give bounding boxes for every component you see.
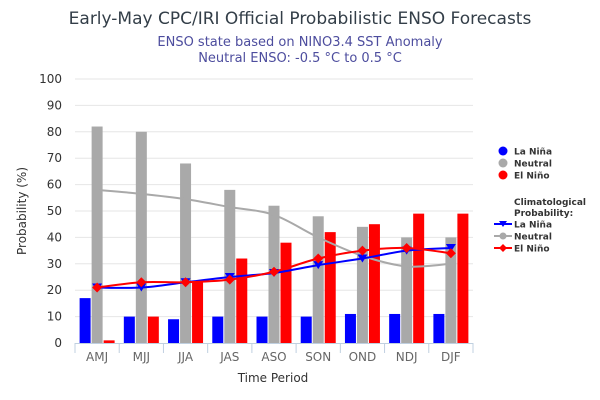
- bar-neutral: [135, 131, 147, 343]
- climatology-marker-la-ni-a: [445, 243, 456, 252]
- y-axis-title: Probability (%): [15, 167, 29, 255]
- y-tick-label: 10: [47, 310, 62, 324]
- bar-el-ni-o: [457, 213, 469, 343]
- y-tick-label: 90: [47, 98, 62, 112]
- legend-climatology-title-line-2: Probability:: [514, 209, 573, 219]
- legend-label: Neutral: [514, 160, 552, 170]
- bar-la-ni-a: [256, 316, 268, 343]
- bar-la-ni-a: [433, 313, 445, 343]
- climatology-marker-el-ni-o: [92, 282, 103, 293]
- y-tick-label: 50: [47, 204, 62, 218]
- x-tick-label: SON: [305, 350, 331, 364]
- bar-neutral: [312, 216, 324, 343]
- climatology-line-neutral: [97, 188, 451, 268]
- bar-neutral: [224, 189, 236, 343]
- x-tick-label: MJJ: [133, 350, 150, 364]
- legend-climatology-title-line-1: Climatological: [514, 198, 586, 208]
- bar-la-ni-a: [300, 316, 312, 343]
- x-tick-label: JJA: [177, 350, 194, 364]
- climatology-marker-la-ni-a: [136, 283, 147, 292]
- bar-la-ni-a: [168, 319, 180, 343]
- y-tick-label: 60: [47, 178, 62, 192]
- x-tick-label: DJF: [441, 350, 461, 364]
- climatology-marker-el-ni-o: [445, 248, 456, 259]
- legend-climatology-label: Neutral: [514, 233, 552, 243]
- y-axis-ticks: 0 10 20 30 40 50 60 70 80 90 100: [39, 72, 62, 350]
- bar-el-ni-o: [103, 340, 115, 343]
- climatology-marker-el-ni-o: [269, 266, 279, 277]
- y-tick-label: 30: [47, 257, 62, 271]
- y-tick-label: 0: [54, 336, 62, 350]
- climatology-lines: [92, 188, 456, 293]
- bar-la-ni-a: [79, 298, 91, 343]
- legend-marker-neutral: [499, 232, 507, 240]
- chart-subtitle-line-2: Neutral ENSO: -0.5 °C to 0.5 °C: [198, 51, 402, 66]
- bar-neutral: [401, 237, 413, 343]
- legend-marker-la-ni-a: [499, 221, 507, 227]
- climatology-marker-el-ni-o: [313, 253, 324, 264]
- x-tick-label: AMJ: [86, 350, 108, 364]
- y-tick-label: 80: [47, 125, 62, 139]
- climatology-marker-el-ni-o: [136, 277, 147, 288]
- x-tick-label: OND: [349, 350, 377, 364]
- bar-neutral: [91, 126, 103, 344]
- legend-label: El Niño: [514, 172, 550, 182]
- bar-el-ni-o: [324, 232, 336, 343]
- bar-neutral: [356, 226, 368, 343]
- chart-title: Early-May CPC/IRI Official Probabilistic…: [69, 9, 532, 29]
- climatology-marker-el-ni-o: [180, 277, 191, 288]
- legend-symbol-el-ni-o: [498, 170, 508, 180]
- bar-el-ni-o: [192, 282, 204, 343]
- bar-neutral: [445, 237, 457, 343]
- climatology-marker-el-ni-o: [224, 274, 235, 285]
- bars: [79, 126, 469, 344]
- y-tick-label: 100: [39, 72, 62, 86]
- x-tick-label: NDJ: [396, 350, 418, 364]
- legend-label: La Niña: [514, 148, 552, 158]
- bar-el-ni-o: [280, 242, 292, 343]
- x-axis-title: Time Period: [237, 371, 309, 385]
- y-tick-label: 70: [47, 151, 62, 165]
- x-tick-label: ASO: [261, 350, 286, 364]
- x-tick-label: JAS: [219, 350, 239, 364]
- bar-el-ni-o: [147, 316, 159, 343]
- bar-el-ni-o: [236, 258, 248, 343]
- climatology-marker-el-ni-o: [357, 245, 368, 256]
- legend-marker-el-ni-o: [499, 244, 507, 252]
- bar-la-ni-a: [389, 313, 401, 343]
- bar-el-ni-o: [413, 213, 425, 343]
- legend: La Niña Neutral El Niño ClimatologicalProba…: [494, 146, 586, 255]
- legend-climatology-label: El Niño: [514, 245, 550, 255]
- chart-subtitle-line-1: ENSO state based on NINO3.4 SST Anomaly: [157, 35, 443, 50]
- climatology-marker-la-ni-a: [313, 261, 324, 270]
- legend-climatology-label: La Niña: [514, 221, 552, 231]
- bar-la-ni-a: [344, 313, 356, 343]
- x-axis: AMJ MJJ JJA JAS ASO SON OND NDJ DJF: [74, 343, 474, 364]
- bar-neutral: [180, 163, 192, 343]
- climatology-marker-la-ni-a: [357, 254, 368, 263]
- y-tick-label: 20: [47, 283, 62, 297]
- legend-symbol-neutral: [498, 158, 508, 168]
- y-tick-label: 40: [47, 230, 62, 244]
- bar-la-ni-a: [212, 316, 224, 343]
- bar-el-ni-o: [368, 224, 380, 343]
- bar-la-ni-a: [123, 316, 135, 343]
- legend-symbol-la-ni-a: [498, 146, 508, 156]
- climatology-marker-el-ni-o: [401, 242, 412, 253]
